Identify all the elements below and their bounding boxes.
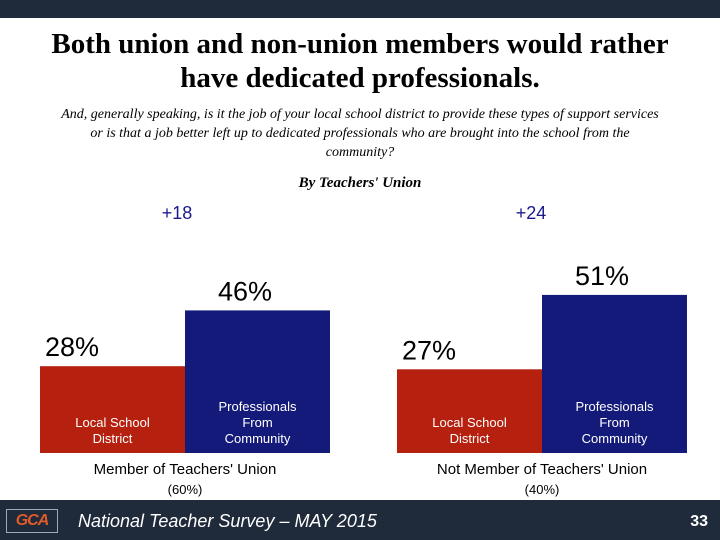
category-label: Professionals bbox=[218, 399, 297, 414]
group-label: Member of Teachers' Union bbox=[94, 461, 277, 478]
page-number: 33 bbox=[690, 513, 708, 530]
page-title: Both union and non-union members would r… bbox=[51, 28, 669, 94]
logo-text: GCA bbox=[15, 512, 50, 529]
bar bbox=[397, 369, 542, 453]
differential-label: +18 bbox=[162, 203, 193, 223]
category-label: District bbox=[93, 431, 133, 446]
category-label: Local School bbox=[75, 415, 150, 430]
category-label: Community bbox=[582, 431, 648, 446]
value-label: 46% bbox=[218, 276, 272, 306]
survey-label: National Teacher Survey – MAY 2015 bbox=[78, 511, 377, 531]
value-label: 51% bbox=[575, 261, 629, 291]
bar bbox=[40, 366, 185, 453]
top-bar bbox=[0, 0, 720, 18]
group-share: (40%) bbox=[525, 482, 560, 497]
category-label: District bbox=[450, 431, 490, 446]
category-label: Community bbox=[225, 431, 291, 446]
value-label: 28% bbox=[45, 332, 99, 362]
bar bbox=[185, 310, 330, 453]
category-label: Professionals bbox=[575, 399, 654, 414]
category-label: From bbox=[242, 415, 272, 430]
footer-bar bbox=[0, 500, 720, 540]
group-share: (60%) bbox=[168, 482, 203, 497]
gca-logo: GCA bbox=[6, 509, 58, 533]
category-label: From bbox=[599, 415, 629, 430]
group-label: Not Member of Teachers' Union bbox=[437, 461, 647, 478]
bar-chart: 28%Local SchoolDistrict46%ProfessionalsF… bbox=[40, 203, 687, 497]
chart-title: By Teachers' Union bbox=[298, 175, 422, 191]
bar bbox=[542, 294, 687, 453]
differential-label: +24 bbox=[516, 203, 547, 223]
category-label: Local School bbox=[432, 415, 507, 430]
question-text: And, generally speaking, is it the job o… bbox=[61, 107, 659, 160]
value-label: 27% bbox=[402, 335, 456, 365]
